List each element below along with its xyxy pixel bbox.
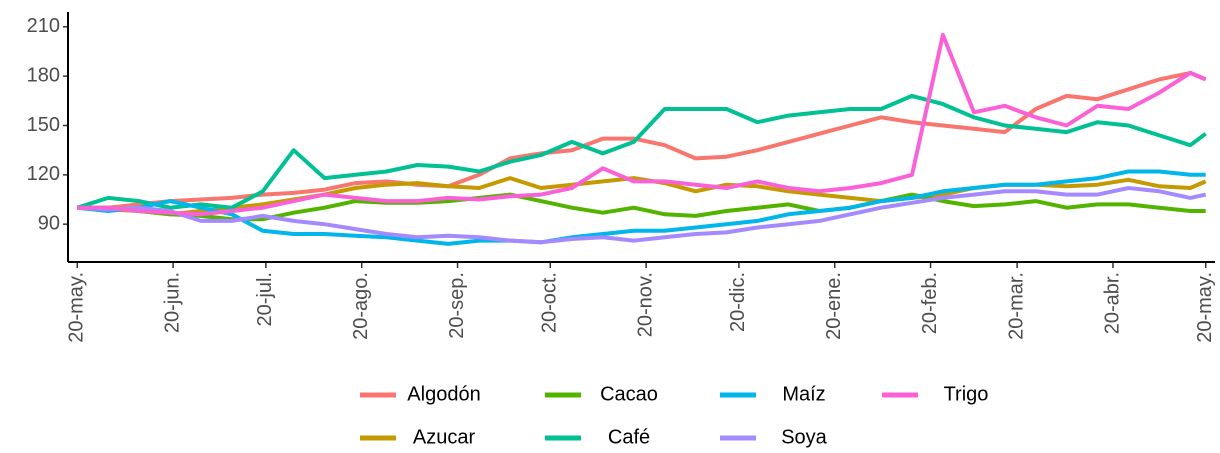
x-tick-label: 20-oct.: [539, 272, 561, 333]
legend-label: Azucar: [413, 426, 476, 448]
legend-label: Algodón: [407, 383, 480, 405]
series-line: [77, 70, 1207, 210]
series-line: [76, 93, 1207, 210]
y-tick-label: 150: [27, 114, 60, 136]
legend-label: Cacao: [600, 383, 658, 405]
legend-label: Café: [608, 426, 650, 448]
x-tick-label: 20-mar.: [1005, 272, 1027, 340]
x-tick-label: 20-jul.: [254, 272, 276, 326]
x-tick-label: 20-feb.: [919, 272, 941, 334]
x-tick-label: 20-nov.: [634, 272, 656, 337]
series-line: [77, 169, 1206, 246]
y-tick-label: 120: [27, 163, 60, 185]
x-tick-label: 20-ene.: [823, 272, 845, 340]
y-tick-label: 210: [27, 15, 60, 37]
x-tick-label: 20-abr.: [1101, 272, 1123, 334]
x-tick-label: 20-sep.: [446, 272, 468, 339]
series-line: [77, 33, 1207, 217]
legend-label: Maíz: [782, 383, 825, 405]
x-tick-label: 20-dic.: [727, 272, 749, 332]
x-tick-label: 20-jun.: [161, 272, 183, 333]
legend-label: Trigo: [944, 383, 989, 405]
y-tick-label: 90: [38, 212, 60, 234]
x-tick-label: 20-may.: [66, 272, 88, 343]
x-tick-label: 20-may.: [1194, 272, 1216, 343]
x-tick-label: 20-ago.: [350, 272, 372, 340]
series-line: [77, 186, 1207, 245]
legend-label: Soya: [781, 426, 827, 448]
y-tick-label: 180: [27, 64, 60, 86]
